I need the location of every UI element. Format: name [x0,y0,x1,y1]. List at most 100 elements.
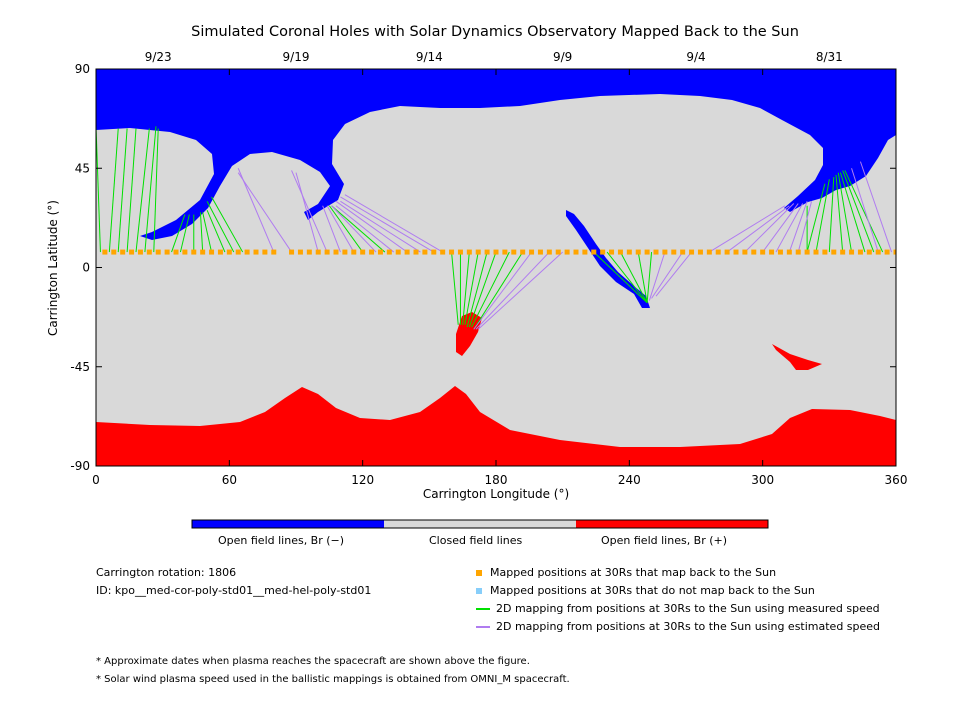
note-speed: * Solar wind plasma speed used in the ba… [96,674,570,685]
measured-mapping-line [135,128,150,253]
orange-square-icon [476,569,482,576]
date-tick-label: 8/31 [816,50,843,64]
chart-title: Simulated Coronal Holes with Solar Dynam… [191,24,799,40]
spacecraft-position-point [635,249,641,255]
spacecraft-position-point [129,249,135,255]
carrington-rotation: Carrington rotation: 1806 [96,566,237,579]
y-axis-label: Carrington Latitude (°) [46,200,60,336]
spacecraft-position-point [537,249,543,255]
legend-label: Mapped positions at 30Rs that map back t… [490,566,777,579]
spacecraft-position-point [137,249,143,255]
measured-mapping-line [206,201,235,253]
estimated-mapping-line [331,205,377,253]
measured-mapping-line [199,212,204,253]
spacecraft-position-point [831,249,837,255]
estimated-mapping-line [340,200,421,253]
estimated-mapping-line [291,170,328,253]
y-tick-label: 45 [75,161,90,175]
spacecraft-position-point [786,249,792,255]
spacecraft-position-point [662,249,668,255]
legend-label: Mapped positions at 30Rs that do not map… [490,584,815,597]
spacecraft-position-point [377,249,383,255]
spacecraft-position-point [217,249,223,255]
estimated-mapping-line [851,168,879,253]
measured-mapping-line [637,251,648,303]
measured-mapping-line [206,209,226,253]
measured-mapping-line [646,252,653,303]
x-axis-label: Carrington Longitude (°) [423,487,569,501]
measured-mapping-line [844,170,884,253]
colorbar-label-closed: Closed field lines [429,534,523,547]
measured-mapping-line [837,172,853,253]
spacecraft-position-point [857,249,863,255]
spacecraft-position-point [609,249,615,255]
spacecraft-position-point [386,249,392,255]
spacecraft-position-point [146,249,152,255]
spacecraft-position-point [582,249,588,255]
spacecraft-position-point [466,249,472,255]
estimated-mapping-line [340,196,435,253]
spacecraft-position-point [200,249,206,255]
measured-mapping-line [117,128,128,253]
measured-mapping-line [835,174,844,253]
axis-ticks: 0 60 120 180 240 300 360 90 45 0 -45 -90 9/23 9/19 9/1… [70,50,907,487]
spacecraft-position-point [769,249,775,255]
legend-item-estimated: 2D mapping from positions at 30Rs to the… [476,620,880,633]
positive-polar-coronal-hole [96,386,896,466]
estimated-mapping-line [655,251,692,297]
spacecraft-position-point [715,249,721,255]
spacecraft-position-point [529,249,535,255]
spacecraft-position-point [591,249,597,255]
measured-mapping-line [179,214,190,253]
spacecraft-position-point [191,249,197,255]
spacecraft-position-point [182,249,188,255]
spacecraft-position-point [289,249,295,255]
measured-mapping-line [815,179,830,253]
colorbar [191,519,769,529]
measured-mapping-line [828,177,835,253]
spacecraft-position-point [369,249,375,255]
date-tick-label: 9/19 [283,50,310,64]
spacecraft-positions [102,249,896,255]
x-tick-label: 120 [351,473,374,487]
spacecraft-position-point [573,249,579,255]
purple-line-icon [476,625,490,628]
y-tick-label: 90 [75,62,90,76]
model-id: ID: kpo__med-cor-poly-std01__med-hel-pol… [96,584,372,597]
estimated-mapping-line [744,203,795,253]
measured-mapping-line [462,252,470,325]
spacecraft-position-point [546,249,552,255]
spacecraft-position-point [777,249,783,255]
spacecraft-position-point [440,249,446,255]
estimated-mapping-line [322,205,341,253]
spacecraft-position-point [671,249,677,255]
estimated-mapping-line [237,172,292,253]
spacecraft-position-point [511,249,517,255]
x-tick-label: 180 [485,473,508,487]
spacecraft-position-point [502,249,508,255]
spacecraft-position-point [333,249,339,255]
spacecraft-position-point [866,249,872,255]
measured-mapping-line [839,172,866,253]
measured-mapping-line [468,251,497,328]
colorbar-segment-closed [384,520,576,528]
spacecraft-position-point [795,249,801,255]
estimated-mapping-line [726,205,790,253]
measured-mapping-line [171,214,186,253]
measured-mapping-line [126,128,137,253]
spacecraft-position-point [653,249,659,255]
date-tick-label: 9/4 [686,50,705,64]
spacecraft-position-point [600,249,606,255]
spacecraft-position-point [742,249,748,255]
spacecraft-position-point [840,249,846,255]
estimated-mapping-line [335,200,408,253]
spacecraft-position-point [244,249,250,255]
estimated-mapping-line [473,251,532,330]
measured-mapping-line [96,126,101,253]
spacecraft-position-point [617,249,623,255]
measured-mapping-line [620,251,648,304]
spacecraft-position-point [875,249,881,255]
spacecraft-position-point [555,249,561,255]
measured-mapping-line [842,170,875,253]
